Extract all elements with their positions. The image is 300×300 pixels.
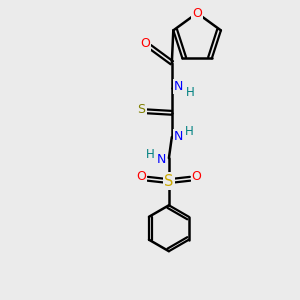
Text: O: O	[192, 170, 202, 183]
Text: S: S	[164, 174, 174, 189]
Text: O: O	[140, 37, 150, 50]
Text: O: O	[136, 170, 146, 183]
Text: O: O	[192, 7, 202, 20]
Text: N: N	[174, 130, 183, 143]
Text: H: H	[186, 86, 194, 99]
Text: N: N	[174, 80, 183, 93]
Text: N: N	[157, 153, 166, 166]
Text: S: S	[137, 103, 146, 116]
Text: H: H	[146, 148, 155, 161]
Text: H: H	[184, 125, 193, 138]
